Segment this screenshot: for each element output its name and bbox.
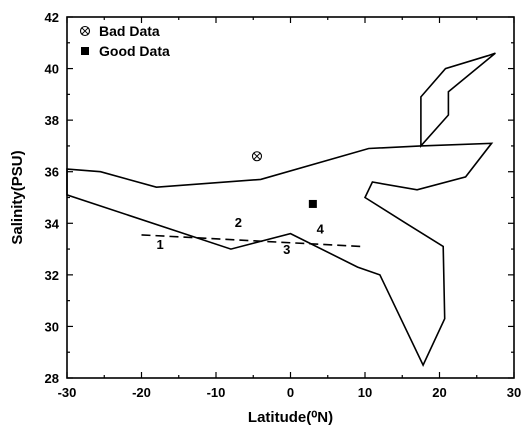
y-tick-label: 28 xyxy=(45,371,59,386)
data-envelope-outline xyxy=(66,142,494,367)
plot-frame xyxy=(66,16,515,379)
y-tick-label: 40 xyxy=(45,62,59,77)
data-envelope-arm-outline xyxy=(420,52,496,149)
x-tick-label: -20 xyxy=(132,385,151,400)
good-data-point xyxy=(308,199,317,208)
dashed-fit-line xyxy=(141,234,362,248)
y-tick-label: 30 xyxy=(45,319,59,334)
x-tick-label: 10 xyxy=(358,385,372,400)
legend-label: Good Data xyxy=(99,43,170,59)
y-tick-label: 34 xyxy=(45,216,60,231)
x-axis-title: Latitude(⁰N) xyxy=(248,409,333,426)
y-tick-label: 32 xyxy=(45,268,59,283)
annotation-label-4: 4 xyxy=(317,222,325,237)
x-tick-label: 30 xyxy=(507,385,521,400)
annotation-label-1: 1 xyxy=(157,237,164,252)
annotation-label-2: 2 xyxy=(235,215,242,230)
x-tick-label: -30 xyxy=(58,385,77,400)
legend-good-data-marker xyxy=(81,47,89,55)
annotation-label-3: 3 xyxy=(283,242,290,257)
x-tick-label: -10 xyxy=(207,385,226,400)
legend-label: Bad Data xyxy=(99,23,160,39)
y-tick-label: 42 xyxy=(45,10,59,25)
y-tick-label: 38 xyxy=(45,113,59,128)
x-tick-label: 0 xyxy=(287,385,294,400)
x-tick-label: 20 xyxy=(432,385,446,400)
bad-data-point-cross-b xyxy=(253,152,261,160)
y-tick-label: 36 xyxy=(45,165,59,180)
legend-bad-data-marker-cross-b xyxy=(81,27,89,35)
y-axis-title: Salinity(PSU) xyxy=(9,150,26,244)
